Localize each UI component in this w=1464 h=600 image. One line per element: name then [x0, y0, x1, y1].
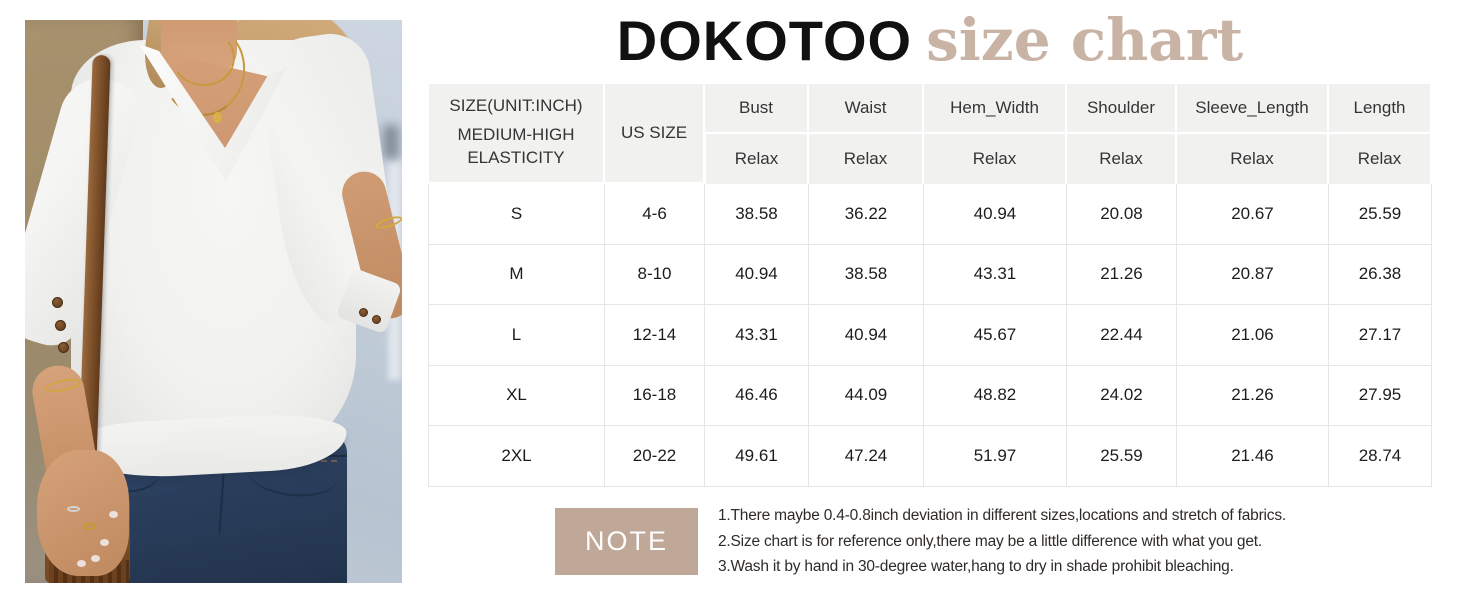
- cuff-button: [55, 320, 66, 331]
- table-header-row-measures: SIZE(UNIT:INCH) MEDIUM-HIGH ELASTICITY U…: [428, 84, 1432, 184]
- value-cell: 27.95: [1329, 365, 1432, 426]
- header-waist: Waist: [809, 84, 924, 134]
- value-cell: 48.82: [924, 365, 1067, 426]
- table-row: L 12-14 43.31 40.94 45.67 22.44 21.06 27…: [428, 305, 1432, 366]
- value-cell: 49.61: [705, 426, 809, 487]
- us-size-cell: 16-18: [605, 365, 705, 426]
- fit-label: Relax: [809, 134, 924, 184]
- value-cell: 51.97: [924, 426, 1067, 487]
- note-line: 2.Size chart is for reference only,there…: [718, 532, 1262, 550]
- fit-label: Relax: [705, 134, 809, 184]
- value-cell: 25.59: [1067, 426, 1177, 487]
- product-photo: [25, 20, 402, 583]
- fit-label: Relax: [1067, 134, 1177, 184]
- header-hem-width: Hem_Width: [924, 84, 1067, 134]
- value-cell: 20.67: [1177, 184, 1329, 245]
- value-cell: 26.38: [1329, 244, 1432, 305]
- size-cell: M: [428, 244, 605, 305]
- us-size-cell: 8-10: [605, 244, 705, 305]
- table-row: XL 16-18 46.46 44.09 48.82 24.02 21.26 2…: [428, 365, 1432, 426]
- us-size-cell: 12-14: [605, 305, 705, 366]
- fingernail: [77, 560, 86, 567]
- value-cell: 47.24: [809, 426, 924, 487]
- header-us-size: US SIZE: [605, 84, 705, 184]
- page-title: DOKOTOO size chart: [428, 6, 1432, 80]
- value-cell: 22.44: [1067, 305, 1177, 366]
- value-cell: 44.09: [809, 365, 924, 426]
- value-cell: 25.59: [1329, 184, 1432, 245]
- value-cell: 20.08: [1067, 184, 1177, 245]
- note-label: NOTE: [584, 526, 668, 556]
- size-table: SIZE(UNIT:INCH) MEDIUM-HIGH ELASTICITY U…: [428, 84, 1432, 487]
- necklace-pendant: [213, 112, 222, 123]
- title-subtitle: size chart: [926, 6, 1244, 74]
- value-cell: 21.46: [1177, 426, 1329, 487]
- value-cell: 43.31: [705, 305, 809, 366]
- header-sleeve-length: Sleeve_Length: [1177, 84, 1329, 134]
- us-size-cell: 4-6: [605, 184, 705, 245]
- value-cell: 21.06: [1177, 305, 1329, 366]
- table-row: M 8-10 40.94 38.58 43.31 21.26 20.87 26.…: [428, 244, 1432, 305]
- note-badge: NOTE: [555, 508, 698, 575]
- header-shoulder: Shoulder: [1067, 84, 1177, 134]
- size-cell: XL: [428, 365, 605, 426]
- cuff-button: [58, 342, 69, 353]
- value-cell: 40.94: [809, 305, 924, 366]
- value-cell: 43.31: [924, 244, 1067, 305]
- gold-ring: [83, 523, 96, 530]
- value-cell: 21.26: [1067, 244, 1177, 305]
- header-size-unit: SIZE(UNIT:INCH) MEDIUM-HIGH ELASTICITY: [428, 84, 605, 184]
- cuff-button: [372, 315, 381, 324]
- fingernail: [91, 555, 100, 562]
- table-header-row-fit: Relax Relax Relax Relax Relax Relax: [428, 134, 1432, 184]
- cuff-button: [52, 297, 63, 308]
- note-line: 1.There maybe 0.4-0.8inch deviation in d…: [718, 507, 1286, 524]
- value-cell: 40.94: [705, 244, 809, 305]
- unit-label: SIZE(UNIT:INCH): [449, 96, 583, 116]
- value-cell: 36.22: [809, 184, 924, 245]
- elasticity-label: MEDIUM-HIGH ELASTICITY: [457, 125, 575, 167]
- silver-ring: [67, 506, 80, 512]
- brand-name: DOKOTOO: [616, 9, 913, 72]
- value-cell: 24.02: [1067, 365, 1177, 426]
- size-cell: S: [428, 184, 605, 245]
- value-cell: 21.26: [1177, 365, 1329, 426]
- cuff-button: [359, 308, 368, 317]
- value-cell: 38.58: [809, 244, 924, 305]
- photo-background-smudge: [383, 125, 399, 159]
- fit-label: Relax: [1329, 134, 1432, 184]
- table-row: S 4-6 38.58 36.22 40.94 20.08 20.67 25.5…: [428, 184, 1432, 245]
- fit-label: Relax: [1177, 134, 1329, 184]
- value-cell: 27.17: [1329, 305, 1432, 366]
- fingernail: [100, 539, 109, 546]
- value-cell: 46.46: [705, 365, 809, 426]
- us-size-cell: 20-22: [605, 426, 705, 487]
- table-row: 2XL 20-22 49.61 47.24 51.97 25.59 21.46 …: [428, 426, 1432, 487]
- value-cell: 38.58: [705, 184, 809, 245]
- size-cell: 2XL: [428, 426, 605, 487]
- note-line: 3.Wash it by hand in 30-degree water,han…: [718, 558, 1234, 575]
- value-cell: 45.67: [924, 305, 1067, 366]
- header-bust: Bust: [705, 84, 809, 134]
- fit-label: Relax: [924, 134, 1067, 184]
- value-cell: 20.87: [1177, 244, 1329, 305]
- size-table-container: SIZE(UNIT:INCH) MEDIUM-HIGH ELASTICITY U…: [428, 84, 1432, 487]
- value-cell: 40.94: [924, 184, 1067, 245]
- value-cell: 28.74: [1329, 426, 1432, 487]
- note-text: 1.There maybe 0.4-0.8inch deviation in d…: [718, 503, 1338, 580]
- size-cell: L: [428, 305, 605, 366]
- header-length: Length: [1329, 84, 1432, 134]
- fingernail: [109, 511, 118, 518]
